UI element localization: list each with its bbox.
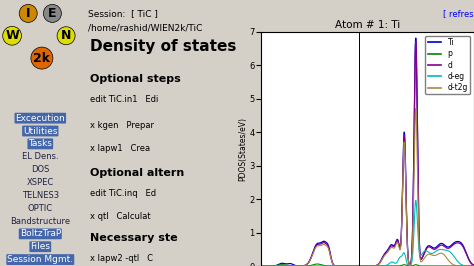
p	[356, 264, 362, 266]
Ti	[353, 264, 358, 266]
p	[315, 262, 320, 265]
Line: d-t2g: d-t2g	[261, 109, 474, 266]
Text: OPTIC: OPTIC	[27, 204, 53, 213]
d-eg	[426, 251, 432, 254]
Text: N: N	[61, 29, 71, 42]
Text: BoltzTraP: BoltzTraP	[19, 229, 61, 238]
Text: Necessary ste: Necessary ste	[90, 233, 177, 243]
d-eg	[413, 199, 419, 202]
Text: Session Mgmt.: Session Mgmt.	[7, 255, 73, 264]
p	[362, 264, 367, 266]
Text: edit TiC.in1   Edi: edit TiC.in1 Edi	[90, 95, 158, 104]
d	[362, 264, 367, 266]
d	[471, 264, 474, 266]
d-eg	[258, 264, 264, 266]
Text: I: I	[26, 7, 30, 20]
d-eg	[471, 264, 474, 266]
Text: Utilities: Utilities	[23, 127, 57, 135]
p	[465, 264, 471, 266]
d-eg	[269, 264, 274, 266]
d-t2g	[413, 107, 419, 110]
d-eg	[362, 264, 367, 266]
Text: Density of states: Density of states	[90, 39, 236, 54]
d-t2g	[362, 264, 367, 266]
Ti	[362, 264, 367, 266]
p	[258, 264, 264, 266]
Text: TELNES3: TELNES3	[22, 191, 59, 200]
Text: x qtl   Calculat: x qtl Calculat	[90, 212, 150, 221]
d-t2g	[426, 253, 432, 256]
Ti	[426, 244, 432, 247]
p	[471, 264, 474, 266]
Ti	[269, 264, 274, 266]
d-t2g	[269, 264, 274, 266]
Y-axis label: PDOS(States/eV): PDOS(States/eV)	[239, 117, 248, 181]
Line: d-eg: d-eg	[261, 200, 474, 266]
Text: Optional altern: Optional altern	[90, 168, 184, 178]
Ti	[413, 36, 419, 40]
Line: d: d	[261, 41, 474, 266]
Text: Files: Files	[30, 242, 50, 251]
Line: Ti: Ti	[261, 38, 474, 266]
d-eg	[465, 264, 471, 266]
d-eg	[465, 264, 471, 266]
d	[465, 256, 471, 259]
d-t2g	[356, 264, 362, 266]
Ti	[465, 256, 471, 259]
d	[356, 264, 362, 266]
p	[465, 264, 471, 266]
Line: p: p	[261, 264, 474, 266]
d-t2g	[258, 264, 264, 266]
Text: [ refresh ]: [ refresh ]	[443, 10, 474, 19]
p	[269, 264, 274, 266]
Text: Bandstructure: Bandstructure	[10, 217, 70, 226]
d	[258, 264, 264, 266]
Text: x lapw2 -qtl   C: x lapw2 -qtl C	[90, 254, 153, 263]
Text: W: W	[5, 29, 19, 42]
Text: edit TiC.inq   Ed: edit TiC.inq Ed	[90, 189, 156, 198]
Ti	[356, 264, 362, 266]
Ti	[465, 256, 471, 259]
Text: Optional steps: Optional steps	[90, 74, 180, 84]
Text: Tasks: Tasks	[28, 139, 52, 148]
d	[426, 245, 432, 248]
Text: x kgen   Prepar: x kgen Prepar	[90, 121, 154, 130]
p	[426, 264, 432, 266]
Text: E: E	[48, 7, 56, 20]
Legend: Ti, p, d, d-eg, d-t2g: Ti, p, d, d-eg, d-t2g	[425, 36, 470, 94]
Text: 2k: 2k	[33, 52, 50, 65]
Text: XSPEC: XSPEC	[27, 178, 54, 187]
Text: Session:  [ TiC ]: Session: [ TiC ]	[89, 10, 158, 19]
Text: EL Dens.: EL Dens.	[22, 152, 59, 161]
d-eg	[356, 264, 362, 266]
d	[413, 40, 419, 43]
Text: Excecution: Excecution	[16, 114, 65, 123]
Ti	[471, 264, 474, 266]
Ti	[258, 264, 264, 266]
d-t2g	[471, 264, 474, 266]
d	[465, 256, 471, 259]
Title: Atom # 1: Ti: Atom # 1: Ti	[335, 20, 400, 30]
d	[269, 264, 274, 266]
Text: DOS: DOS	[31, 165, 49, 174]
Text: x lapw1   Crea: x lapw1 Crea	[90, 144, 150, 153]
d-t2g	[465, 264, 471, 266]
Text: /home/rashid/WIEN2k/TiC: /home/rashid/WIEN2k/TiC	[89, 24, 203, 33]
d-t2g	[465, 264, 471, 266]
